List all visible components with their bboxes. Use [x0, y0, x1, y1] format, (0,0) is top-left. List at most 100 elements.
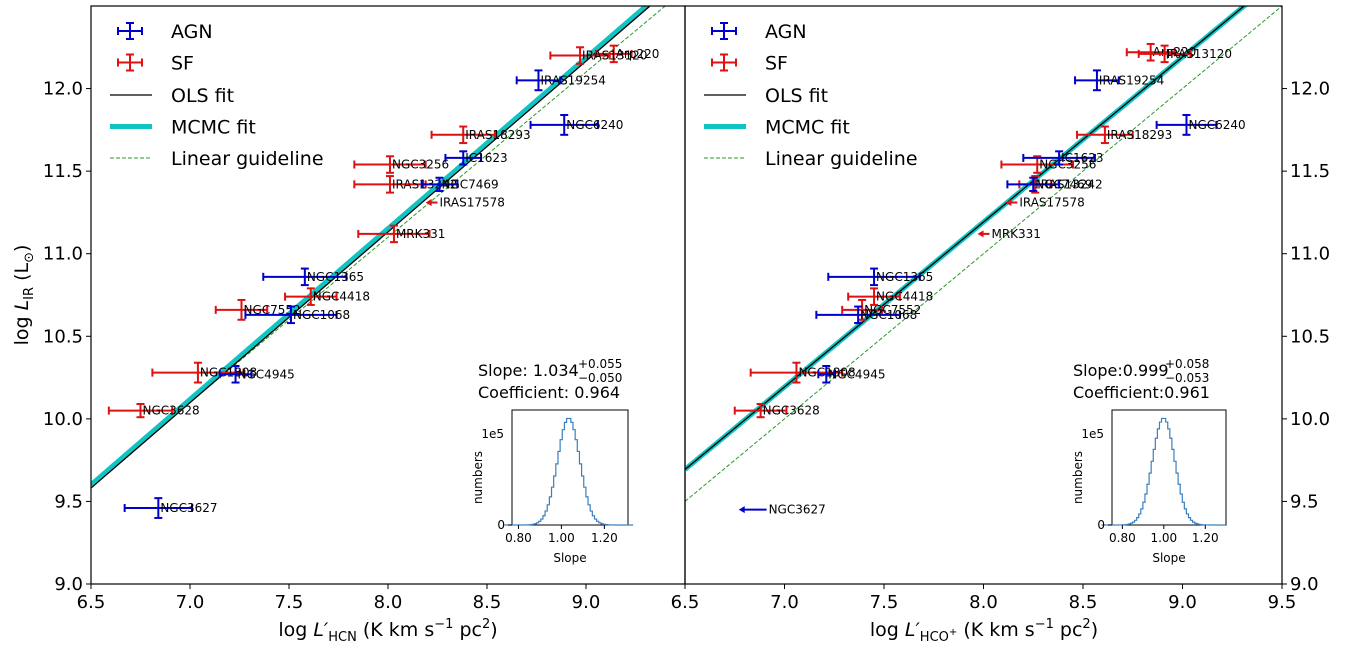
legend-agn-marker — [711, 22, 737, 40]
x-tick-label: 7.0 — [770, 592, 799, 613]
y-tick-label: 10.0 — [1290, 409, 1330, 430]
data-point-mrk331: MRK331 — [357, 224, 445, 244]
legend-agn-marker — [117, 22, 143, 40]
legend-mcmc-label: MCMC fit — [765, 117, 850, 139]
data-point-ngc4418: NGC4418 — [284, 287, 370, 306]
slope-annotation: Slope: 1.034 — [478, 361, 579, 380]
x-axis-label: log L′HCN (K km s−1 pc2) — [278, 617, 497, 645]
point-label: NGC4945 — [238, 367, 295, 381]
point-label: MRK331 — [991, 227, 1040, 241]
inset-histogram: 0.80 1.00 1.20 0 Slope 1e5 numbers — [471, 409, 634, 565]
legend-ols-label: OLS fit — [765, 85, 828, 107]
inset-y-tick-label: 0 — [1097, 518, 1105, 532]
data-point-ngc7552: NGC7552 — [841, 298, 921, 321]
y-tick-label: 10.5 — [1290, 326, 1330, 347]
data-point-ngc7469: NGC7469 — [420, 176, 499, 192]
data-point-ngc1068: NGC1068 — [815, 305, 917, 325]
point-label: NGC3256 — [392, 158, 449, 172]
slope-annotation: Slope:0.999 — [1073, 361, 1169, 380]
y-axis-label: log LIR (L⊙) — [11, 245, 37, 346]
point-label: MRK331 — [396, 227, 445, 241]
point-label: IRAS13120 — [1167, 47, 1232, 61]
data-point-iras13120: IRAS13120 — [1137, 44, 1232, 64]
data-point-ngc3627: NGC3627 — [738, 503, 826, 517]
legend-guide-label: Linear guideline — [765, 148, 918, 170]
x-tick-label: 8.0 — [969, 592, 998, 613]
point-label: NGC1068 — [293, 308, 350, 322]
data-point-mrk331: MRK331 — [977, 227, 1041, 241]
legend-agn-label: AGN — [765, 21, 807, 43]
inset-x-tick-label: 1.00 — [548, 531, 575, 545]
point-label: NGC3627 — [160, 501, 217, 515]
legend-sf-marker — [117, 53, 143, 72]
data-point-ngc3628: NGC3628 — [107, 402, 200, 419]
y-tick-label: 10.0 — [43, 409, 83, 430]
data-point-ngc1365: NGC1365 — [262, 267, 364, 287]
data-point-ngc3627: NGC3627 — [123, 497, 218, 519]
y-tick-label: 9.5 — [54, 491, 83, 512]
y-tick-label: 12.0 — [1290, 79, 1330, 100]
point-label: NGC3628 — [763, 404, 820, 418]
y-tick-label: 11.0 — [1290, 244, 1330, 265]
inset-frame — [1111, 409, 1227, 526]
data-point-ngc3256: NGC3256 — [1000, 155, 1096, 174]
point-label: NGC3627 — [769, 503, 826, 517]
point-label: NGC4945 — [828, 367, 885, 381]
point-label: IRAS18293 — [465, 128, 530, 142]
inset-histogram: 0.80 1.00 1.20 0 Slope 1e5 numbers — [1071, 409, 1227, 565]
legend-agn-label: AGN — [171, 21, 213, 43]
coefficient-annotation: Coefficient:0.961 — [1073, 383, 1210, 402]
inset-x-tick-label: 1.00 — [1150, 531, 1177, 545]
point-label: NGC6240 — [1188, 118, 1245, 132]
data-point-ngc6240: NGC6240 — [529, 113, 623, 136]
inset-scale-label: 1e5 — [481, 427, 504, 441]
y-tick-label: 11.5 — [43, 161, 83, 182]
inset-x-tick-label: 0.80 — [505, 531, 532, 545]
inset-x-label: Slope — [1152, 551, 1185, 565]
coefficient-annotation: Coefficient: 0.964 — [478, 383, 620, 402]
legend: AGN SF OLS fit MCMC fit Linear guideline — [110, 21, 324, 170]
point-label: NGC1365 — [307, 270, 364, 284]
linear-guideline — [685, 6, 1282, 502]
data-point-ic1623: IC1623 — [444, 150, 508, 166]
point-label: IC1623 — [1061, 151, 1103, 165]
point-label: NGC1808 — [200, 366, 257, 380]
upper-limit-arrow-head — [977, 230, 984, 238]
upper-limit-arrow-head — [425, 199, 432, 207]
data-point-iras19254: IRAS19254 — [515, 69, 606, 92]
x-tick-label: 8.5 — [473, 592, 502, 613]
plot-area: NGC3627NGC3628NGC1808NGC4945NGC7552NGC10… — [685, 6, 1282, 517]
point-label: IRAS17578 — [440, 196, 505, 210]
data-point-ngc7469: NGC7469 — [1006, 176, 1092, 192]
point-label: IRAS17578 — [1019, 196, 1084, 210]
data-point-iras18293: IRAS18293 — [1076, 125, 1172, 145]
histogram-steps — [504, 417, 634, 526]
point-label: NGC7552 — [864, 303, 921, 317]
point-label: IRAS19254 — [1099, 73, 1164, 87]
point-label: NGC1068 — [860, 308, 917, 322]
x-tick-label: 9.0 — [1168, 592, 1197, 613]
x-axis-label: log L′HCO+ (K km s−1 pc2) — [870, 617, 1098, 645]
x-tick-label: 6.5 — [671, 592, 700, 613]
data-point-ngc1068: NGC1068 — [244, 305, 350, 325]
data-point-ngc6240: NGC6240 — [1155, 113, 1246, 136]
y-tick-label: 9.5 — [1290, 491, 1319, 512]
inset-x-tick-label: 0.80 — [1109, 531, 1136, 545]
inset-x-tick-label: 1.20 — [591, 531, 618, 545]
data-point-ngc7552: NGC7552 — [214, 298, 301, 321]
x-tick-label: 9.5 — [1268, 592, 1297, 613]
data-point-iras13120: IRAS13120 — [549, 46, 647, 65]
x-tick-label: 7.5 — [275, 592, 304, 613]
slope-lower-error: −0.050 — [578, 371, 622, 385]
point-label: IRAS19254 — [540, 73, 605, 87]
mcmc-fit-line — [91, 6, 650, 487]
y-tick-label: 10.5 — [43, 326, 83, 347]
inset-y-label: numbers — [471, 451, 485, 504]
data-point-ngc4418: NGC4418 — [847, 287, 933, 306]
upper-limit-arrow-head — [738, 506, 745, 514]
y-tick-label: 9.0 — [1290, 574, 1319, 595]
legend-sf-label: SF — [765, 53, 788, 75]
slope-upper-error: +0.058 — [1165, 357, 1209, 371]
